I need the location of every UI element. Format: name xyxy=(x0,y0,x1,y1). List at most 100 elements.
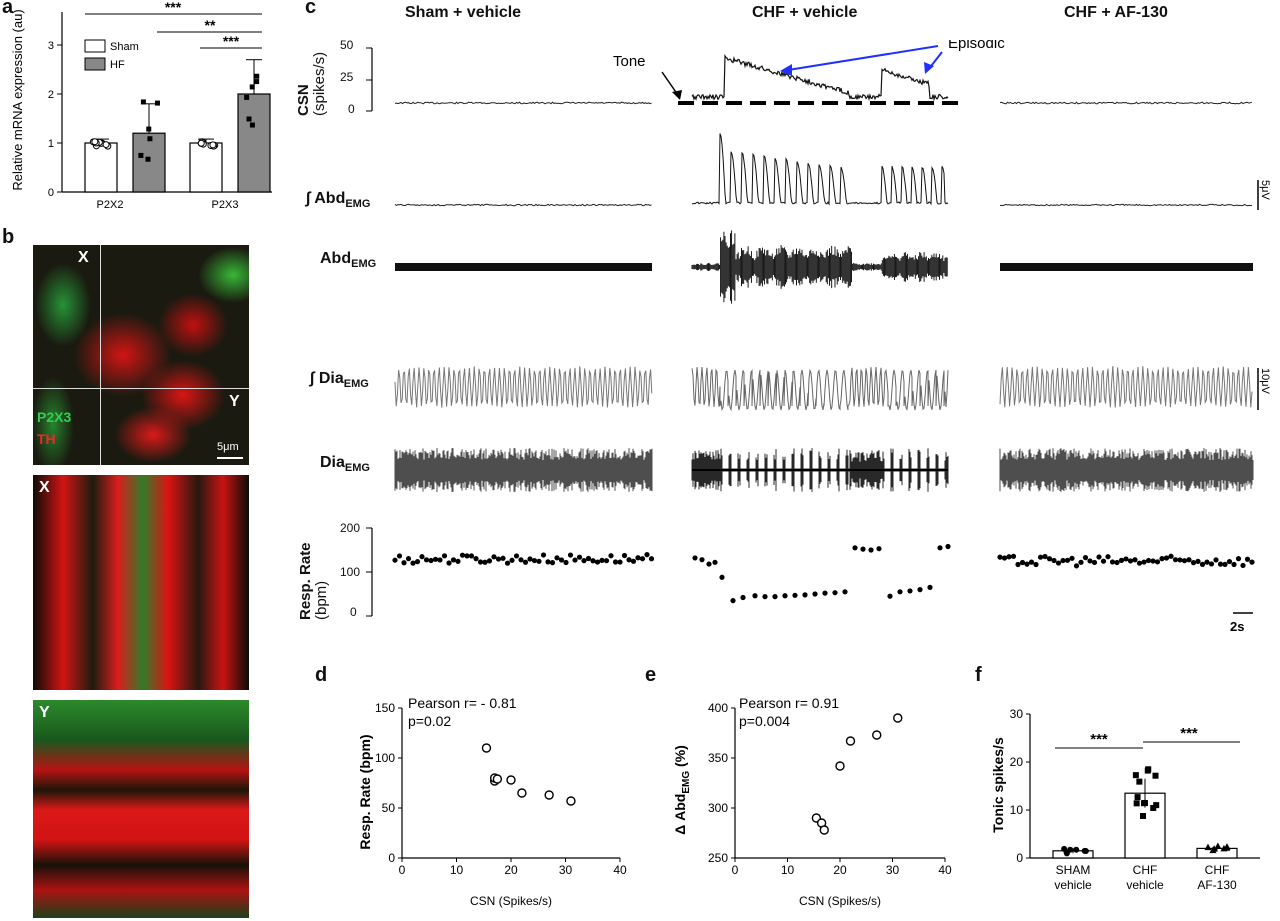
resp-rate-point xyxy=(997,554,1003,560)
resp-rate-point xyxy=(917,587,923,593)
resp-rate-point xyxy=(594,559,601,565)
resp-rate-point xyxy=(1114,559,1120,566)
resp-rate-point xyxy=(459,552,466,558)
data-point xyxy=(1067,846,1074,853)
y-tick-label: 350 xyxy=(708,751,728,765)
data-point xyxy=(254,79,260,85)
resp-rate-point xyxy=(852,545,858,551)
resp-rate-point xyxy=(1172,557,1179,563)
panel-a-xtick: P2X2 xyxy=(97,199,124,211)
resp-rate-point xyxy=(1037,554,1044,560)
resp-rate-point xyxy=(1208,561,1215,567)
data-point xyxy=(1134,794,1141,801)
scale-dia-label: 10μV xyxy=(1259,368,1271,395)
bar-hf-p2x3 xyxy=(237,93,271,193)
resp-rate-point xyxy=(464,553,470,559)
resp-rate-point xyxy=(504,560,511,566)
abd-label: AbdEMG xyxy=(320,250,377,270)
stimulus-dash xyxy=(942,101,958,105)
resp-rate-point xyxy=(392,557,398,563)
panel-f-ylabel: Tonic spikes/s xyxy=(990,737,1006,833)
resp-rate-point xyxy=(401,560,407,566)
stimulus-dash xyxy=(774,101,790,105)
y-tick-label: 250 xyxy=(708,851,728,865)
resp-rate-point xyxy=(567,552,574,558)
resp-rate-point xyxy=(639,556,646,562)
data-point xyxy=(91,138,99,146)
resp-units: (bpm) xyxy=(313,580,330,620)
data-point xyxy=(1144,767,1151,774)
tone-label: Tone xyxy=(613,53,646,70)
header-chf-af130: CHF + AF-130 xyxy=(1064,4,1168,21)
abd-int-label: ∫ AbdEMG xyxy=(306,190,371,210)
resp-rate-point xyxy=(419,554,425,560)
panel-e-stat2: p=0.004 xyxy=(739,713,790,729)
data-point xyxy=(154,100,160,106)
data-point xyxy=(1152,772,1159,779)
resp-rate-point xyxy=(1024,561,1030,567)
csn-trace-0 xyxy=(394,101,652,105)
data-point xyxy=(197,139,205,147)
resp-rate-point xyxy=(432,556,439,562)
data-point xyxy=(249,122,255,128)
panel-a-yticks: 0 1 2 3 xyxy=(48,40,62,199)
resp-rate-point xyxy=(876,546,882,552)
resp-rate-point xyxy=(617,559,623,565)
dia-int-label: ∫ DiaEMG xyxy=(310,370,369,390)
abd-int-trace-chf xyxy=(691,133,949,206)
csn-trace-2 xyxy=(999,101,1253,105)
data-point xyxy=(209,141,217,149)
resp-rate-point xyxy=(1015,561,1021,568)
sig-a-1: *** xyxy=(165,0,182,15)
data-point xyxy=(1209,846,1217,854)
resp-rate-point xyxy=(1168,553,1174,559)
resp-rate-point xyxy=(1051,557,1057,564)
resp-rate-point xyxy=(1100,558,1107,564)
data-point xyxy=(1204,843,1212,851)
dia-int-trace-0 xyxy=(394,366,653,408)
resp-rate-point xyxy=(473,556,479,562)
resp-rate-point xyxy=(719,574,725,580)
x-tick-label: 20 xyxy=(504,863,518,877)
resp-rate-point xyxy=(762,594,768,600)
data-point xyxy=(1153,802,1160,809)
resp-rate-point xyxy=(423,557,430,563)
panel-d-stat2: p=0.02 xyxy=(408,713,451,729)
panel-e-ylabel: Δ AbdEMG (%) xyxy=(672,745,692,835)
x-tick-label: CHF xyxy=(1133,863,1158,877)
scale-abd-label: 5μV xyxy=(1259,180,1271,200)
resp-rate-point xyxy=(822,590,828,596)
scatter-point xyxy=(566,796,576,806)
resp-rate-point xyxy=(1204,559,1210,565)
panel-d-chart: Pearson r= - 0.81 p=0.02 Resp. Rate (bpm… xyxy=(357,695,627,908)
resp-rate-point xyxy=(1231,561,1237,568)
resp-rate-point xyxy=(581,558,587,564)
panel-a-legend: Sham HF xyxy=(84,39,139,71)
bar-sham-p2x2 xyxy=(84,142,118,193)
resp-tick-200: 200 xyxy=(340,521,361,535)
resp-tick-100: 100 xyxy=(340,565,361,579)
resp-rate-point xyxy=(1087,558,1093,564)
x-tick-label: 20 xyxy=(833,863,847,877)
panel-e-stat1: Pearson r= 0.91 xyxy=(739,695,839,711)
resp-rate-point xyxy=(1001,555,1008,561)
resp-rate-point xyxy=(621,552,628,559)
sig-a-3: *** xyxy=(223,33,240,49)
x-tick-label: SHAM xyxy=(1056,863,1091,877)
stimulus-dash xyxy=(702,101,718,105)
resp-rate-point xyxy=(554,555,560,561)
csn-label-text: CSN xyxy=(295,84,312,116)
resp-rate-point xyxy=(576,554,583,560)
stimulus-dash xyxy=(726,101,742,105)
scatter-point xyxy=(893,713,903,723)
x-tick-label: 40 xyxy=(613,863,627,877)
data-point xyxy=(140,99,146,105)
stimulus-dash xyxy=(678,101,694,105)
resp-rate-point xyxy=(897,589,903,595)
resp-rate-point xyxy=(1226,558,1233,565)
resp-rate-point xyxy=(1163,555,1170,561)
stimulus-dash xyxy=(870,101,886,105)
resp-rate-point xyxy=(740,594,746,601)
stimulus-dash xyxy=(894,101,910,105)
